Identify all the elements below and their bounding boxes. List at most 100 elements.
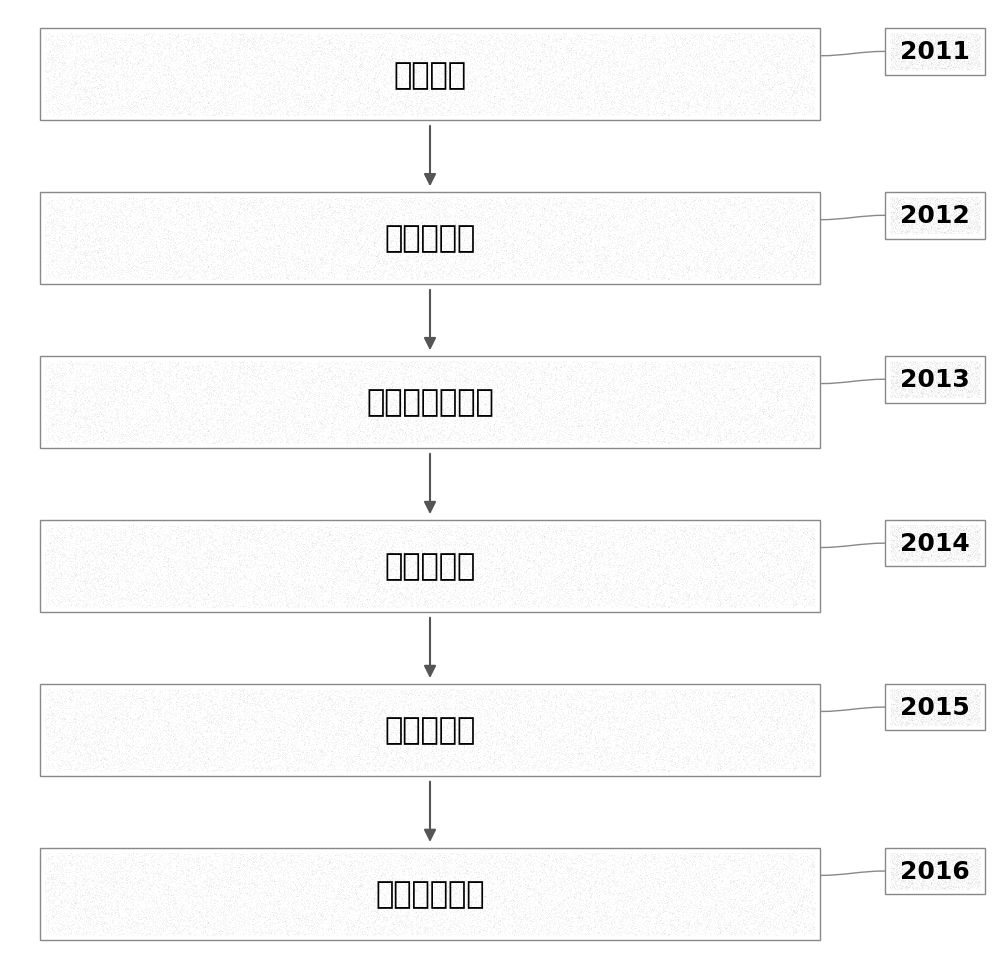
Point bbox=[643, 50, 659, 66]
Point bbox=[794, 380, 810, 395]
Point bbox=[448, 36, 464, 51]
Point bbox=[193, 223, 209, 238]
Point bbox=[196, 382, 212, 397]
Point bbox=[371, 39, 387, 54]
Point bbox=[335, 885, 351, 900]
Point bbox=[332, 897, 348, 913]
Point bbox=[132, 741, 148, 757]
Point bbox=[571, 252, 587, 267]
Point bbox=[359, 272, 375, 288]
Point bbox=[312, 579, 328, 595]
Point bbox=[783, 411, 799, 426]
Point bbox=[642, 695, 658, 710]
Point bbox=[668, 895, 684, 911]
Point bbox=[314, 578, 330, 593]
Point bbox=[508, 253, 524, 268]
Point bbox=[474, 201, 490, 216]
Point bbox=[769, 41, 785, 56]
Point bbox=[623, 757, 639, 772]
Point bbox=[606, 764, 622, 779]
Point bbox=[157, 911, 173, 926]
Point bbox=[280, 50, 296, 66]
Point bbox=[730, 752, 746, 767]
Point bbox=[368, 370, 384, 386]
Point bbox=[494, 689, 510, 704]
Point bbox=[206, 403, 222, 419]
Point bbox=[239, 849, 255, 864]
Point bbox=[463, 79, 479, 95]
Point bbox=[724, 377, 740, 392]
Point bbox=[185, 53, 201, 69]
Point bbox=[145, 518, 161, 534]
Point bbox=[913, 48, 929, 64]
Point bbox=[295, 734, 311, 749]
Point bbox=[209, 743, 225, 759]
Point bbox=[632, 701, 648, 716]
Point bbox=[343, 83, 359, 99]
Point bbox=[313, 416, 329, 431]
Point bbox=[627, 697, 643, 712]
Point bbox=[129, 101, 145, 116]
Point bbox=[520, 877, 536, 892]
Point bbox=[663, 921, 679, 936]
Point bbox=[40, 375, 56, 391]
Point bbox=[401, 862, 417, 878]
Point bbox=[367, 559, 383, 575]
Point bbox=[620, 433, 636, 449]
Point bbox=[436, 701, 452, 716]
Point bbox=[270, 745, 286, 761]
Point bbox=[640, 399, 656, 415]
Point bbox=[756, 431, 772, 447]
Point bbox=[137, 880, 153, 895]
Point bbox=[584, 557, 600, 573]
Point bbox=[57, 748, 73, 764]
Point bbox=[459, 759, 475, 774]
Point bbox=[486, 108, 502, 123]
Point bbox=[385, 921, 401, 936]
Point bbox=[901, 370, 917, 386]
Point bbox=[46, 89, 62, 105]
Point bbox=[98, 193, 114, 208]
Point bbox=[107, 584, 123, 600]
Point bbox=[352, 741, 368, 757]
Point bbox=[133, 207, 149, 223]
Point bbox=[896, 209, 912, 225]
Point bbox=[61, 203, 77, 218]
Point bbox=[478, 385, 494, 400]
Point bbox=[44, 364, 60, 380]
Point bbox=[688, 846, 704, 861]
Point bbox=[120, 420, 136, 435]
Point bbox=[248, 709, 264, 725]
Point bbox=[98, 410, 114, 425]
Point bbox=[629, 231, 645, 246]
Point bbox=[204, 707, 220, 723]
Point bbox=[499, 682, 515, 698]
Point bbox=[494, 695, 510, 710]
Point bbox=[481, 552, 497, 568]
Point bbox=[952, 877, 968, 892]
Point bbox=[910, 868, 926, 884]
Point bbox=[735, 38, 751, 53]
Point bbox=[338, 359, 354, 374]
Point bbox=[116, 885, 132, 900]
Point bbox=[434, 422, 450, 438]
Point bbox=[375, 254, 391, 269]
Point bbox=[276, 230, 292, 245]
Point bbox=[648, 597, 664, 612]
Point bbox=[924, 703, 940, 718]
Point bbox=[329, 50, 345, 66]
Point bbox=[679, 194, 695, 209]
Point bbox=[489, 872, 505, 888]
Point bbox=[191, 531, 207, 547]
Point bbox=[184, 915, 200, 930]
Point bbox=[96, 847, 112, 862]
Point bbox=[125, 225, 141, 240]
Point bbox=[457, 51, 473, 67]
Point bbox=[572, 200, 588, 215]
Point bbox=[737, 568, 753, 583]
Point bbox=[522, 743, 538, 759]
Point bbox=[442, 103, 458, 118]
Point bbox=[572, 433, 588, 449]
Point bbox=[169, 914, 185, 929]
Point bbox=[918, 713, 934, 729]
